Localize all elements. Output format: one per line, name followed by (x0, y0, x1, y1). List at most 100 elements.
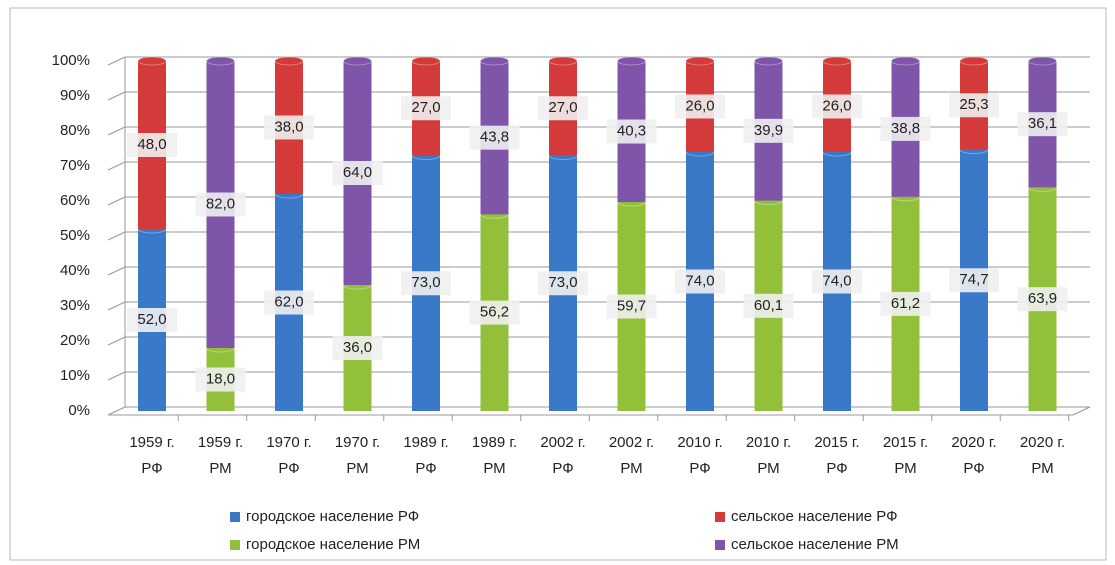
x-tick-label: 1959 г. РФ (129, 434, 175, 477)
data-label: 73,0 (411, 274, 440, 291)
bar-cap (548, 56, 578, 66)
data-label: 43,8 (480, 129, 509, 146)
legend-label: сельское население РФ (731, 508, 897, 525)
data-label-bg (264, 115, 314, 140)
data-label: 60,1 (754, 297, 783, 314)
bar-cap (480, 56, 509, 66)
data-label: 27,0 (411, 99, 440, 116)
data-label-bg (401, 271, 451, 296)
x-tick-label: 2002 г. РФ (540, 434, 586, 477)
data-label: 38,8 (891, 120, 920, 137)
bar-cap (343, 56, 372, 66)
data-label-bg (949, 93, 999, 118)
data-label-bg (743, 118, 794, 143)
grid-line-depth (107, 91, 126, 101)
legend-swatch (230, 540, 240, 550)
data-label-bg (949, 268, 999, 293)
bar-cap (754, 56, 783, 66)
bar-cap (274, 56, 304, 66)
y-tick-label: 40% (60, 262, 90, 279)
bar-cap (137, 56, 167, 66)
x-tick-label: 1989 г. РФ (403, 434, 449, 477)
data-label-bg (469, 300, 520, 325)
grid-line-depth (107, 371, 126, 381)
bar-cap (891, 56, 920, 66)
y-tick-label: 90% (60, 87, 90, 104)
data-label: 40,3 (617, 122, 646, 139)
data-label: 52,0 (137, 311, 166, 328)
legend-label: сельское население РМ (731, 536, 899, 553)
data-label: 59,7 (617, 297, 646, 314)
data-label-bg (195, 192, 246, 217)
grid-line-depth (107, 266, 126, 276)
chart-frame (9, 7, 1107, 561)
data-label-bg (812, 269, 862, 294)
legend-swatch (715, 512, 725, 522)
data-label: 73,0 (548, 274, 577, 291)
bar-cap (1028, 56, 1057, 66)
data-label: 18,0 (206, 370, 235, 387)
bar-cap (822, 56, 852, 66)
data-label: 61,2 (891, 295, 920, 312)
y-tick-label: 30% (60, 297, 90, 314)
data-label: 48,0 (137, 136, 166, 153)
data-label-bg (675, 269, 725, 294)
data-label: 62,0 (274, 293, 303, 310)
y-tick-label: 100% (52, 52, 90, 69)
legend-swatch (230, 512, 240, 522)
data-label-bg (743, 293, 794, 318)
data-label-bg (538, 96, 588, 121)
x-tick-label: 2002 г. РМ (608, 434, 655, 477)
data-label: 74,0 (685, 272, 714, 289)
x-tick-label: 2010 г. РФ (677, 434, 723, 477)
data-label-bg (195, 367, 246, 392)
data-label-bg (1017, 287, 1068, 312)
grid-line-depth (107, 406, 126, 416)
grid-line-depth (107, 231, 126, 241)
data-label: 38,0 (274, 118, 303, 135)
data-label: 74,7 (959, 271, 988, 288)
data-label: 82,0 (206, 195, 235, 212)
bar-cap (206, 56, 235, 66)
bar-cap (685, 56, 715, 66)
data-label: 26,0 (685, 97, 714, 114)
data-label-bg (880, 291, 931, 316)
data-label-bg (675, 94, 725, 119)
data-label: 63,9 (1028, 290, 1057, 307)
data-label-bg (812, 94, 862, 119)
legend-label: городское население РМ (246, 536, 420, 553)
grid-line-depth (107, 196, 126, 206)
data-label-bg (127, 308, 177, 332)
y-tick-label: 80% (60, 122, 90, 139)
x-tick-label: 2020 г. РМ (1019, 434, 1066, 477)
data-label: 27,0 (548, 99, 577, 116)
x-tick-label: 2015 г. РФ (814, 434, 860, 477)
y-tick-label: 70% (60, 157, 90, 174)
data-label-bg (332, 336, 383, 360)
data-label-bg (401, 96, 451, 121)
y-tick-label: 60% (60, 192, 90, 209)
data-label-bg (1017, 112, 1068, 137)
grid-line-depth (107, 301, 126, 311)
grid-line-depth (107, 336, 126, 346)
data-label-bg (127, 133, 177, 157)
data-label: 26,0 (822, 97, 851, 114)
x-tick-label: 2020 г. РФ (951, 434, 997, 477)
x-tick-label: 1989 г. РМ (471, 434, 518, 477)
y-tick-label: 50% (60, 227, 90, 244)
legend-label: городское население РФ (246, 508, 419, 525)
bar-cap (959, 56, 989, 66)
bar-cap (617, 56, 646, 66)
data-label: 25,3 (959, 96, 988, 113)
floor-side (1072, 406, 1091, 416)
data-label: 74,0 (822, 272, 851, 289)
data-label-bg (880, 116, 931, 141)
grid-line-depth (107, 56, 126, 66)
grid-line-depth (107, 161, 126, 171)
bar-cap (411, 56, 441, 66)
x-tick-label: 1970 г. РФ (266, 434, 312, 477)
y-tick-label: 20% (60, 332, 90, 349)
data-label: 36,0 (343, 339, 372, 356)
